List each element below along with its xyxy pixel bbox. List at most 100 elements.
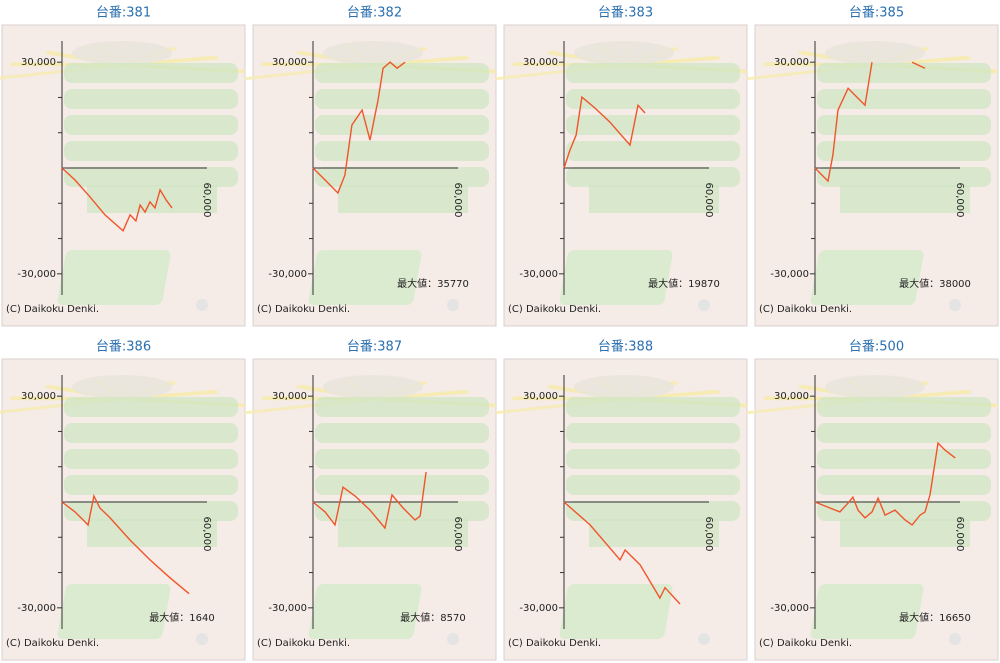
- background-tray: [315, 397, 489, 417]
- background-tray: [566, 449, 740, 469]
- background-tray: [64, 63, 238, 83]
- x-tick-label: 60,000: [703, 183, 714, 218]
- data-line: [814, 441, 956, 526]
- x-tick-label: 60,000: [954, 517, 965, 552]
- background-tray: [817, 475, 991, 495]
- max-value-label: 最大値：16650: [899, 611, 971, 624]
- background-tray: [338, 185, 468, 213]
- background-tray: [315, 167, 489, 187]
- background-tray: [338, 519, 468, 547]
- y-tick-label: 30,000: [523, 57, 558, 68]
- background-tray: [315, 501, 489, 521]
- copyright: (C) Daikoku Denki.: [508, 638, 601, 649]
- y-tick-label: 30,000: [21, 391, 56, 402]
- y-tick-label: -30,000: [770, 269, 809, 280]
- background-box: [57, 250, 171, 305]
- background-balls: [72, 375, 172, 399]
- background-tray: [64, 141, 238, 161]
- background-balls: [825, 375, 925, 399]
- data-line: [61, 167, 173, 232]
- background-medal: [196, 633, 208, 645]
- y-tick-label: 30,000: [272, 57, 307, 68]
- chart-panel: 台番:500 30,000 -30,000 60,000 最大値：16650 (C) Da…: [746, 340, 999, 661]
- background-tray: [589, 519, 719, 547]
- chart-title: 台番:381: [96, 6, 151, 21]
- x-tick-label: 60,000: [703, 517, 714, 552]
- y-tick-label: -30,000: [17, 269, 56, 280]
- chart-panel: 台番:388 30,000 -30,000 60,000 (C) Daikoku Den…: [495, 340, 748, 661]
- background-medal: [447, 299, 459, 311]
- background-tray: [840, 185, 970, 213]
- max-value-label: 最大値：35770: [397, 277, 469, 290]
- background-tray: [566, 141, 740, 161]
- y-tick-label: -30,000: [519, 269, 558, 280]
- copyright: (C) Daikoku Denki.: [6, 638, 99, 649]
- background-box: [308, 250, 422, 305]
- x-tick-label: 60,000: [201, 183, 212, 218]
- background-box: [559, 250, 673, 305]
- background-tray: [817, 115, 991, 135]
- background-tray: [817, 397, 991, 417]
- data-line: [61, 493, 190, 595]
- background-tray: [315, 475, 489, 495]
- background-tray: [817, 141, 991, 161]
- background-box: [57, 584, 171, 639]
- data-line: [312, 61, 406, 195]
- max-value-label: 最大値：1640: [149, 611, 214, 624]
- y-tick-label: -30,000: [17, 603, 56, 614]
- background-tray: [315, 449, 489, 469]
- background-balls: [72, 41, 172, 65]
- background-balls: [574, 375, 674, 399]
- background-tray: [87, 185, 217, 213]
- background-tray: [817, 63, 991, 83]
- copyright: (C) Daikoku Denki.: [257, 304, 350, 315]
- chart-title: 台番:383: [598, 6, 653, 21]
- background-box: [559, 584, 673, 639]
- background-tray: [817, 449, 991, 469]
- copyright: (C) Daikoku Denki.: [759, 304, 852, 315]
- background-balls: [825, 41, 925, 65]
- chart-panel: 台番:386 30,000 -30,000 60,000 最大値：1640 (C) Dai…: [0, 340, 246, 661]
- background-tray: [315, 63, 489, 83]
- chart-title: 台番:385: [849, 6, 904, 21]
- chart-title: 台番:500: [849, 340, 904, 355]
- background-medal: [949, 633, 961, 645]
- y-tick-label: 30,000: [272, 391, 307, 402]
- x-tick-label: 60,000: [452, 183, 463, 218]
- background-tray: [315, 89, 489, 109]
- background-tray: [589, 185, 719, 213]
- background-tray: [566, 167, 740, 187]
- background-medal: [698, 299, 710, 311]
- data-line: [312, 471, 427, 530]
- background-tray: [64, 397, 238, 417]
- x-tick-label: 60,000: [201, 517, 212, 552]
- background-balls: [574, 41, 674, 65]
- y-tick-label: -30,000: [268, 269, 307, 280]
- background-tray: [64, 475, 238, 495]
- background-box: [810, 584, 924, 639]
- copyright: (C) Daikoku Denki.: [257, 638, 350, 649]
- background-tray: [64, 115, 238, 135]
- max-value-label: 最大値：8570: [400, 611, 465, 624]
- background-tray: [315, 141, 489, 161]
- data-line: [563, 95, 646, 169]
- background-tray: [840, 519, 970, 547]
- background-tray: [315, 423, 489, 443]
- y-tick-label: 30,000: [21, 57, 56, 68]
- background-balls: [323, 375, 423, 399]
- chart-title: 台番:386: [96, 340, 151, 355]
- background-tray: [64, 89, 238, 109]
- background-tray: [566, 397, 740, 417]
- y-tick-label: 30,000: [523, 391, 558, 402]
- background-tray: [566, 501, 740, 521]
- copyright: (C) Daikoku Denki.: [6, 304, 99, 315]
- background-tray: [817, 167, 991, 187]
- background-box: [308, 584, 422, 639]
- background-tray: [315, 115, 489, 135]
- background-tray: [566, 89, 740, 109]
- chart-panel: 台番:382 30,000 -30,000 60,000 最大値：35770 (C) Da…: [244, 6, 497, 327]
- data-line: [814, 61, 926, 183]
- chart-panel: 台番:381 30,000 -30,000 60,000 (C) Daikoku Den…: [0, 6, 246, 327]
- background-tray: [64, 167, 238, 187]
- copyright: (C) Daikoku Denki.: [759, 638, 852, 649]
